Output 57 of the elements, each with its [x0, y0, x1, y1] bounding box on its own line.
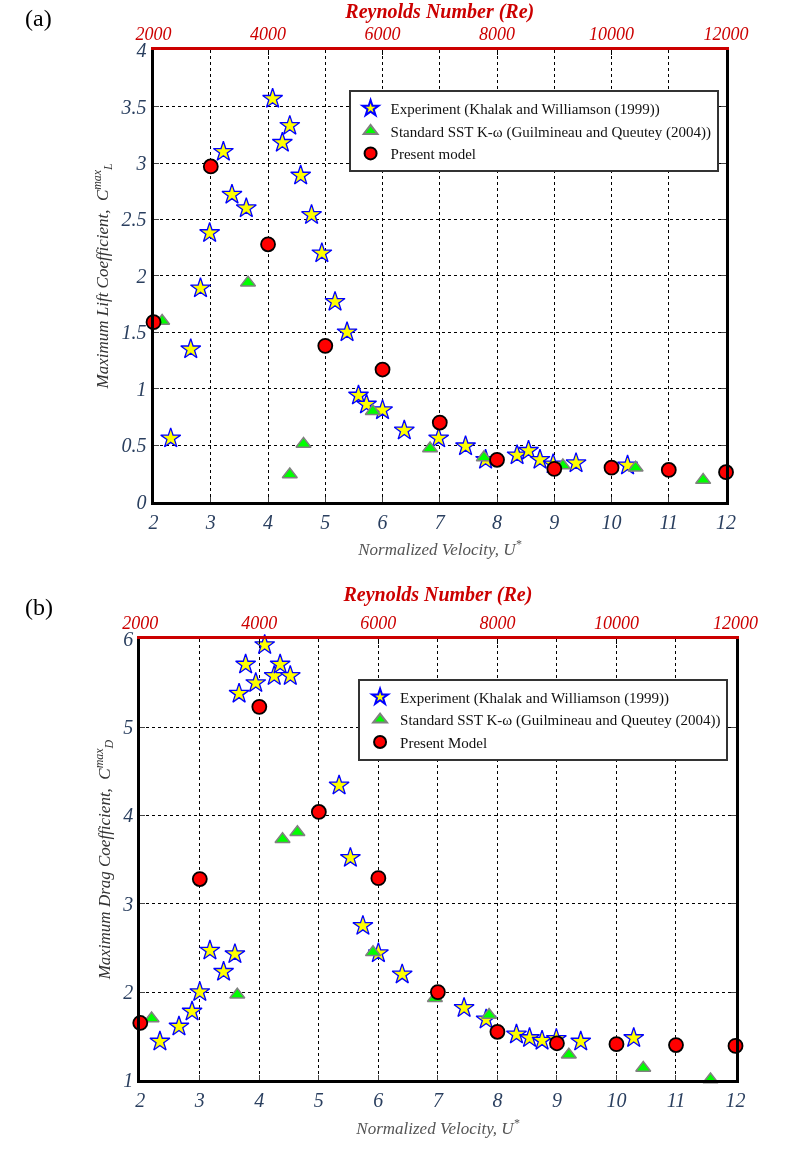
x-tick-label: 6	[373, 1089, 384, 1112]
x2-tick-label: 10000	[589, 24, 635, 45]
x-tick-label: 5	[320, 510, 331, 533]
y-tick-label: 2	[136, 264, 147, 287]
x-tick-label: 9	[551, 1089, 562, 1112]
y-tick-label: 1.5	[121, 321, 147, 344]
legend-label: Experiment (Khalak and Williamson (1999))	[390, 101, 660, 119]
x2-tick-label: 2000	[122, 612, 159, 633]
x2-tick-label: 10000	[593, 612, 639, 633]
text: (a)	[25, 5, 52, 31]
x-tick-label: 10	[601, 510, 622, 533]
x-tick-label: 11	[659, 510, 679, 533]
x-tick-label: 11	[666, 1089, 686, 1112]
x2-tick-label: 8000	[479, 24, 516, 45]
x2-tick-label: 6000	[364, 24, 401, 45]
y-tick-label: 1	[123, 1069, 134, 1092]
x-tick-label: 7	[434, 510, 446, 533]
text: (b)	[25, 594, 53, 620]
x-tick-label: 3	[193, 1089, 205, 1112]
y-tick-label: 4	[123, 804, 134, 827]
y-tick-label: 2.5	[121, 208, 147, 231]
y-tick-label: 3.5	[120, 95, 147, 118]
x2-axis-title: Reynolds Number (Re)	[344, 0, 535, 23]
y-tick-label: 3	[122, 892, 134, 915]
x-tick-label: 6	[377, 510, 388, 533]
x-tick-label: 3	[204, 510, 216, 533]
x2-tick-label: 8000	[479, 612, 516, 633]
x2-axis-title: Reynolds Number (Re)	[342, 583, 533, 607]
x-tick-label: 5	[313, 1089, 324, 1112]
x-tick-label: 7	[432, 1089, 444, 1112]
x-tick-label: 12	[716, 510, 737, 533]
y-tick-label: 2	[123, 981, 134, 1004]
legend-label: Present model	[390, 146, 476, 163]
y-tick-label: 3	[135, 152, 147, 175]
x-tick-label: 8	[492, 510, 503, 533]
legend-label: Standard SST K-ω (Guilmineau and Queutey (2004))	[400, 712, 721, 730]
y-tick-label: 0	[136, 490, 147, 513]
x2-tick-label: 4000	[241, 612, 278, 633]
x2-tick-label: 12000	[713, 612, 759, 633]
x-tick-label: 8	[492, 1089, 503, 1112]
x-tick-label: 12	[725, 1089, 746, 1112]
x2-tick-label: 12000	[703, 24, 749, 45]
y-tick-label: 0.5	[121, 434, 147, 457]
y-tick-label: 1	[136, 377, 147, 400]
x-axis-title: Normalized Velocity, U$^{*}$	[355, 1115, 520, 1138]
legend-label: Standard SST K-ω (Guilmineau and Queutey (2004))	[390, 123, 711, 141]
x-tick-label: 10	[606, 1089, 627, 1112]
x2-tick-label: 6000	[360, 612, 397, 633]
y-tick-label: 5	[123, 716, 134, 739]
legend-label: Present Model	[400, 734, 488, 751]
x-tick-label: 4	[254, 1089, 265, 1112]
x2-tick-label: 4000	[250, 24, 287, 45]
x-axis-title: Normalized Velocity, U$^{*}$	[357, 536, 522, 559]
x-tick-label: 4	[263, 510, 274, 533]
legend-label: Experiment (Khalak and Williamson (1999))	[400, 689, 670, 707]
x-tick-label: 9	[549, 510, 560, 533]
y-tick-label: 4	[136, 39, 147, 62]
